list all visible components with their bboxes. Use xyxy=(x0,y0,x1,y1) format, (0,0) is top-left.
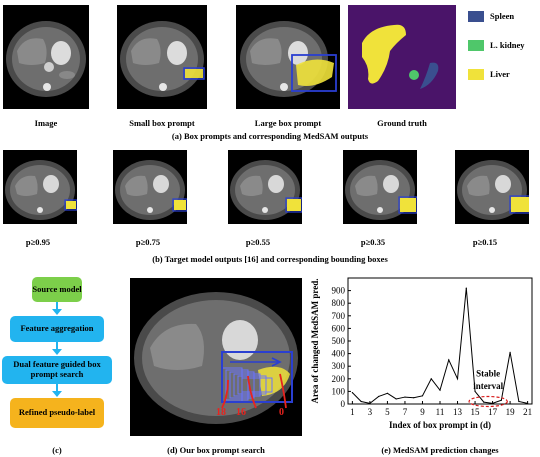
data-point xyxy=(386,392,389,394)
y-axis-label: Area of changed MedSAM pred. xyxy=(310,279,320,404)
data-point xyxy=(413,397,415,399)
caption-e: (e) MedSAM prediction changes xyxy=(381,445,499,455)
y-tick-label: 0 xyxy=(341,399,346,409)
x-tick-label: 5 xyxy=(385,407,390,417)
data-point xyxy=(351,392,353,394)
flow-arrow-line-1 xyxy=(56,302,58,310)
ct-small-box xyxy=(117,5,207,109)
target-output-image xyxy=(455,150,529,224)
data-point xyxy=(369,402,371,404)
caption-c: (c) xyxy=(52,445,62,455)
data-point xyxy=(500,399,502,401)
legend-label-kidney: L. kidney xyxy=(490,40,525,50)
y-tick-label: 500 xyxy=(332,336,346,346)
label-p035: p≥0.35 xyxy=(360,237,386,247)
label-image: Image xyxy=(34,118,58,128)
data-point xyxy=(404,396,406,398)
caption-d: (d) Our box prompt search xyxy=(167,445,265,455)
y-tick-label: 200 xyxy=(332,374,346,384)
flow-source-model: Source model xyxy=(32,277,82,302)
data-point xyxy=(518,400,520,403)
target-output-image xyxy=(228,150,302,224)
x-tick-label: 19 xyxy=(506,407,515,417)
x-tick-label: 21 xyxy=(523,407,532,417)
data-point xyxy=(430,378,432,380)
x-tick-label: 11 xyxy=(436,407,445,417)
x-tick-label: 3 xyxy=(368,407,373,417)
x-tick-label: 9 xyxy=(420,407,425,417)
flow-arrow-head-2 xyxy=(52,349,62,355)
label-small-box: Small box prompt xyxy=(129,118,195,128)
ct-image xyxy=(3,5,89,109)
flow-arrow-head-3 xyxy=(52,391,62,397)
x-tick-label: 7 xyxy=(403,407,408,417)
data-point xyxy=(421,395,424,397)
legend-swatch-spleen xyxy=(468,11,484,22)
legend-swatch-kidney xyxy=(468,40,484,51)
data-point xyxy=(509,351,511,353)
search-mark-16: 16 xyxy=(236,407,246,418)
legend-label-liver: Liver xyxy=(490,69,510,79)
data-point xyxy=(360,400,362,403)
target-output-image xyxy=(343,150,417,224)
y-tick-label: 600 xyxy=(332,323,346,333)
label-ground-truth: Ground truth xyxy=(377,118,427,128)
label-p015: p≥0.15 xyxy=(472,237,498,247)
label-p095: p≥0.95 xyxy=(25,237,51,247)
flow-arrow-line-2 xyxy=(56,342,58,350)
x-tick-label: 15 xyxy=(471,407,481,417)
caption-b: (b) Target model outputs [16] and corres… xyxy=(152,254,388,264)
y-tick-label: 900 xyxy=(332,286,346,296)
y-tick-label: 400 xyxy=(332,349,346,359)
flow-arrow-head-1 xyxy=(52,309,62,315)
x-tick-label: 17 xyxy=(488,407,498,417)
search-mark-0: 0 xyxy=(279,407,284,418)
data-point xyxy=(378,395,380,398)
flow-box-prompt-search: Dual feature guided box prompt search xyxy=(2,356,112,384)
flow-arrow-line-3 xyxy=(56,384,58,392)
flow-refined-pseudo-label: Refined pseudo-label xyxy=(10,398,104,428)
label-p075: p≥0.75 xyxy=(135,237,161,247)
data-point xyxy=(491,402,494,404)
data-point xyxy=(465,287,467,289)
x-tick-label: 13 xyxy=(453,407,463,417)
annotation-label: interval xyxy=(473,381,503,391)
data-point xyxy=(474,390,476,392)
data-point xyxy=(527,402,529,404)
box-search-image xyxy=(130,278,302,436)
stable-interval-ellipse xyxy=(468,395,508,408)
data-point xyxy=(456,378,459,380)
flow-feature-aggregation: Feature aggregation xyxy=(10,316,104,342)
legend-label-spleen: Spleen xyxy=(490,11,515,21)
y-tick-label: 100 xyxy=(332,386,346,396)
ground-truth-mask xyxy=(348,5,456,109)
x-tick-label: 1 xyxy=(350,407,355,417)
target-output-image xyxy=(113,150,187,224)
data-point xyxy=(483,401,485,403)
label-large-box: Large box prompt xyxy=(254,118,322,128)
label-p055: p≥0.55 xyxy=(245,237,271,247)
y-tick-label: 800 xyxy=(332,298,346,308)
x-axis-label: Index of box prompt in (d) xyxy=(389,420,491,430)
search-mark-18: 18 xyxy=(216,407,226,418)
data-point xyxy=(439,389,441,391)
y-tick-label: 300 xyxy=(332,361,346,371)
y-tick-label: 700 xyxy=(332,311,346,321)
data-point xyxy=(448,359,450,361)
legend-swatch-liver xyxy=(468,69,484,80)
caption-a: (a) Box prompts and corresponding MedSAM… xyxy=(171,131,369,141)
target-output-image xyxy=(3,150,77,224)
data-point xyxy=(395,398,397,400)
ct-large-box xyxy=(236,5,340,109)
annotation-label: Stable xyxy=(476,368,500,378)
